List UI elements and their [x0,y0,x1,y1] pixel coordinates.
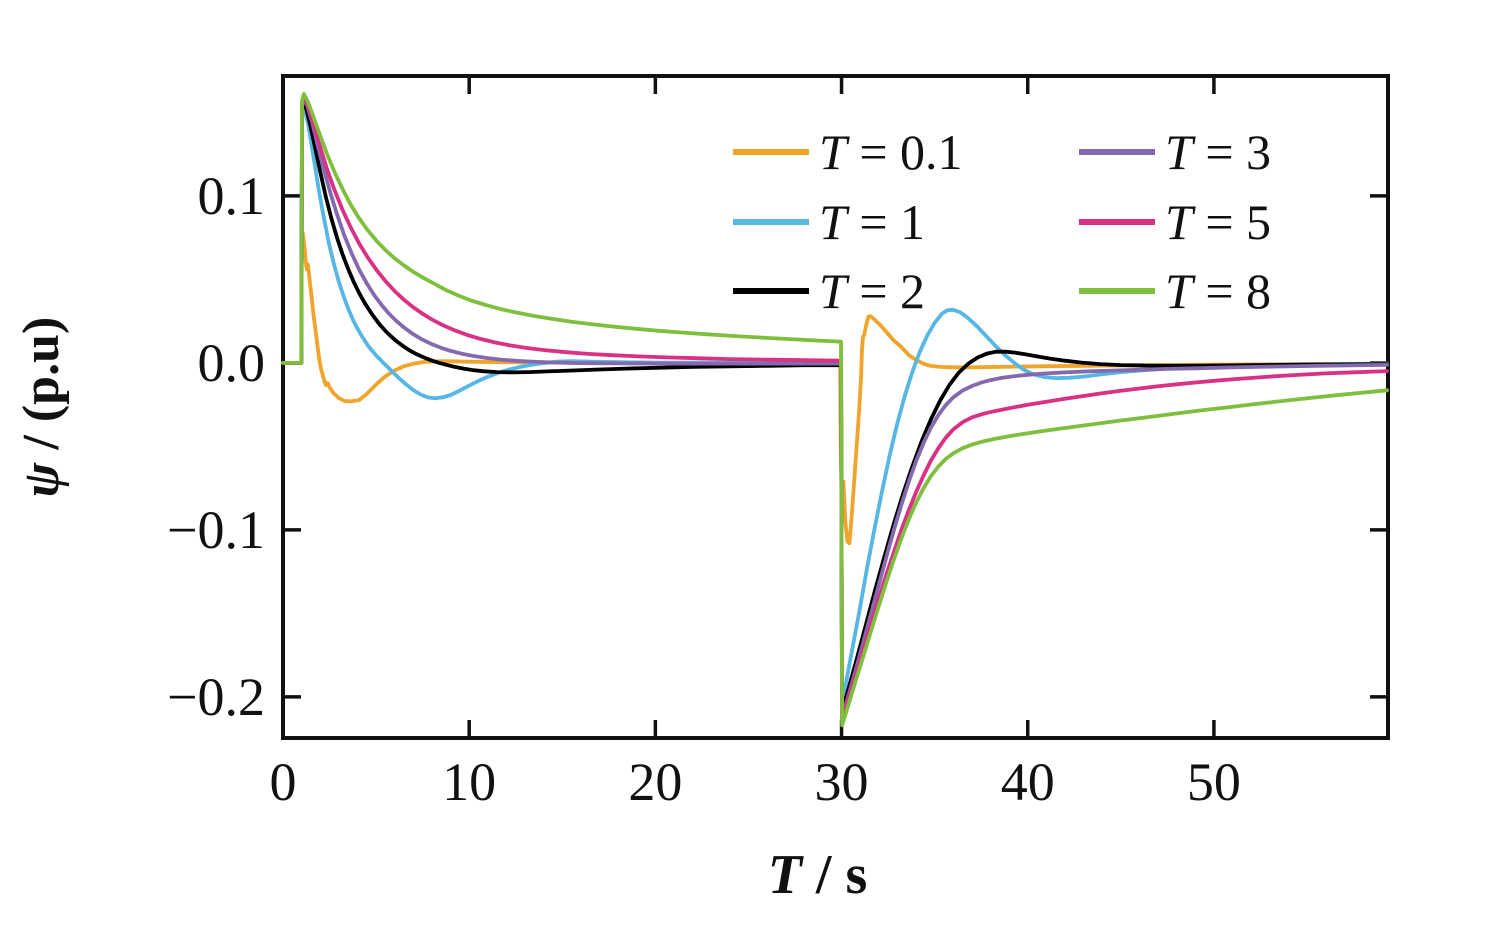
x-axis-label: T / s [768,844,868,906]
legend-label: T = 1 [819,194,925,250]
curve-T=8 [281,92,1389,728]
y-tick-label: 0.1 [198,166,266,226]
plot-border [281,74,1390,740]
y-tick-label: −0.1 [167,500,265,560]
legend-layer: T = 0.1 T = 1 T = 2 T = 3 T = 5 T = 8 [733,124,1271,319]
legend-label: T = 5 [1165,194,1271,250]
y-tick-label: −0.2 [167,667,265,727]
y-tick-label: 0.0 [198,333,266,393]
curve-T=3 [281,97,1389,719]
legend-label: T = 3 [1165,124,1271,180]
x-tick-label: 10 [442,752,496,812]
legend-item-T=5: T = 5 [1079,194,1271,250]
legend-label: T = 0.1 [819,124,963,180]
legend-item-T=2: T = 2 [733,263,925,319]
axis-labels-layer: T / s ψ / (p.u) [13,317,867,906]
x-tick-label: 50 [1187,752,1241,812]
legend-item-T=0.1: T = 0.1 [733,124,963,180]
x-tick-label: 0 [270,752,297,812]
x-tick-label: 20 [628,752,682,812]
legend-label: T = 8 [1165,263,1271,319]
y-axis-label: ψ / (p.u) [13,317,70,498]
x-tick-label: 30 [815,752,869,812]
series-layer [281,92,1389,728]
legend-item-T=3: T = 3 [1079,124,1271,180]
x-tick-label: 40 [1001,752,1055,812]
legend-item-T=8: T = 8 [1079,263,1271,319]
curve-T=2 [281,100,1389,714]
legend-item-T=1: T = 1 [733,194,925,250]
axes-layer: 0 10 20 30 40 50 0.1 0.0 −0.1 −0.2 [167,74,1390,812]
legend-label: T = 2 [819,263,925,319]
